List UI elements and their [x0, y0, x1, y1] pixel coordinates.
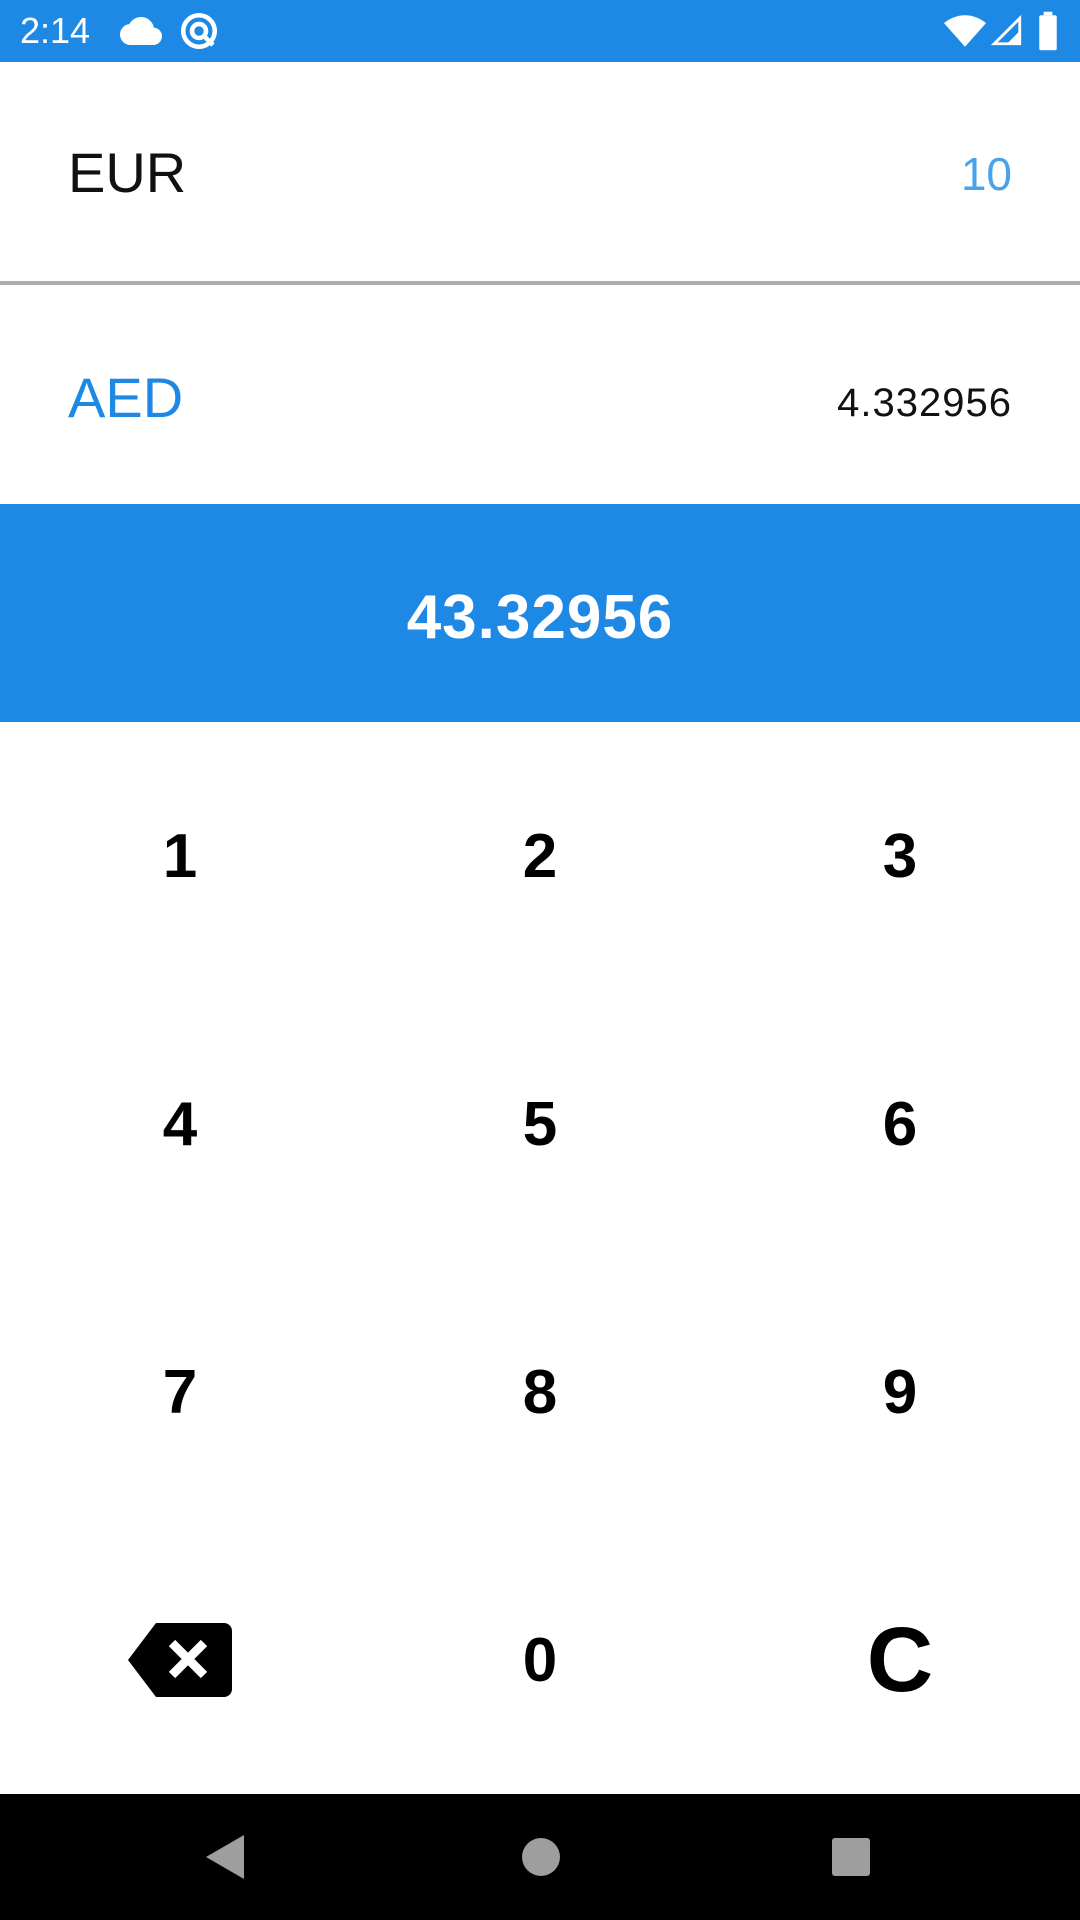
key-5[interactable]: 5 [522, 1089, 558, 1159]
status-bar: 2:14 [0, 0, 1080, 62]
key-6[interactable]: 6 [882, 1089, 918, 1159]
key-4[interactable]: 4 [162, 1089, 198, 1159]
back-icon[interactable] [200, 1832, 250, 1882]
home-icon[interactable] [516, 1832, 566, 1882]
backspace-button[interactable] [0, 1526, 360, 1794]
clear-button[interactable]: C [866, 1608, 934, 1711]
backspace-icon [128, 1623, 232, 1697]
key-0[interactable]: 0 [522, 1625, 558, 1695]
key-1[interactable]: 1 [162, 821, 198, 891]
recents-icon[interactable] [826, 1832, 876, 1882]
to-currency-code[interactable]: AED [68, 366, 184, 429]
result-bar: 43.32956 [0, 504, 1080, 722]
key-2[interactable]: 2 [522, 821, 558, 891]
signal-icon [990, 14, 1022, 46]
key-8[interactable]: 8 [522, 1357, 558, 1427]
from-currency-code[interactable]: EUR [68, 141, 187, 204]
key-3[interactable]: 3 [882, 821, 918, 891]
to-currency-row[interactable]: AED 4.332956 [0, 285, 1080, 505]
result-value: 43.32956 [406, 583, 674, 652]
from-currency-value: 10 [960, 148, 1012, 200]
from-currency-row[interactable]: EUR 10 [0, 62, 1080, 282]
cloud-icon [120, 16, 162, 45]
status-time: 2:14 [20, 10, 91, 51]
key-9[interactable]: 9 [882, 1357, 918, 1427]
navigation-bar [0, 1794, 1080, 1920]
sync-icon [180, 12, 218, 50]
battery-icon [1039, 11, 1057, 51]
divider [0, 281, 1080, 285]
exchange-rate: 4.332956 [837, 381, 1012, 425]
keypad: 1 2 3 4 5 6 7 8 9 0 C [0, 722, 1080, 1794]
key-7[interactable]: 7 [162, 1357, 198, 1427]
wifi-icon [944, 15, 986, 47]
